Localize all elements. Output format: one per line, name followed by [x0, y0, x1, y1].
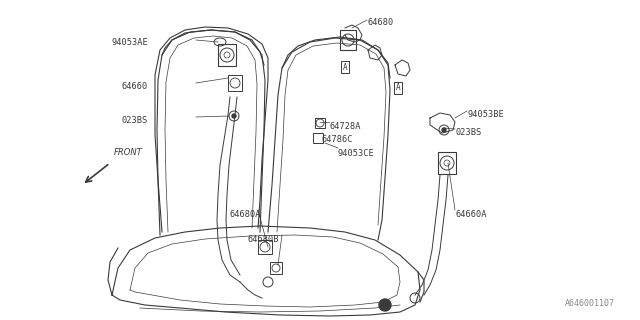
Text: 023BS: 023BS [122, 116, 148, 125]
Text: 94053CE: 94053CE [338, 149, 375, 158]
Text: 64680B: 64680B [248, 235, 280, 244]
Text: 94053AE: 94053AE [111, 38, 148, 47]
Text: 64680: 64680 [367, 18, 393, 27]
Text: 64728A: 64728A [330, 122, 362, 131]
Circle shape [232, 114, 236, 118]
Text: 023BS: 023BS [455, 128, 481, 137]
Circle shape [442, 128, 446, 132]
Text: FRONT: FRONT [114, 148, 143, 157]
Text: A: A [342, 62, 348, 71]
Text: 64786C: 64786C [322, 135, 353, 144]
Circle shape [379, 299, 391, 311]
Text: 64660A: 64660A [455, 210, 486, 219]
Text: A646001107: A646001107 [565, 299, 615, 308]
Text: 64660: 64660 [122, 82, 148, 91]
Text: 94053BE: 94053BE [468, 110, 505, 119]
Text: 64680A: 64680A [230, 210, 262, 219]
Text: A: A [396, 84, 400, 92]
